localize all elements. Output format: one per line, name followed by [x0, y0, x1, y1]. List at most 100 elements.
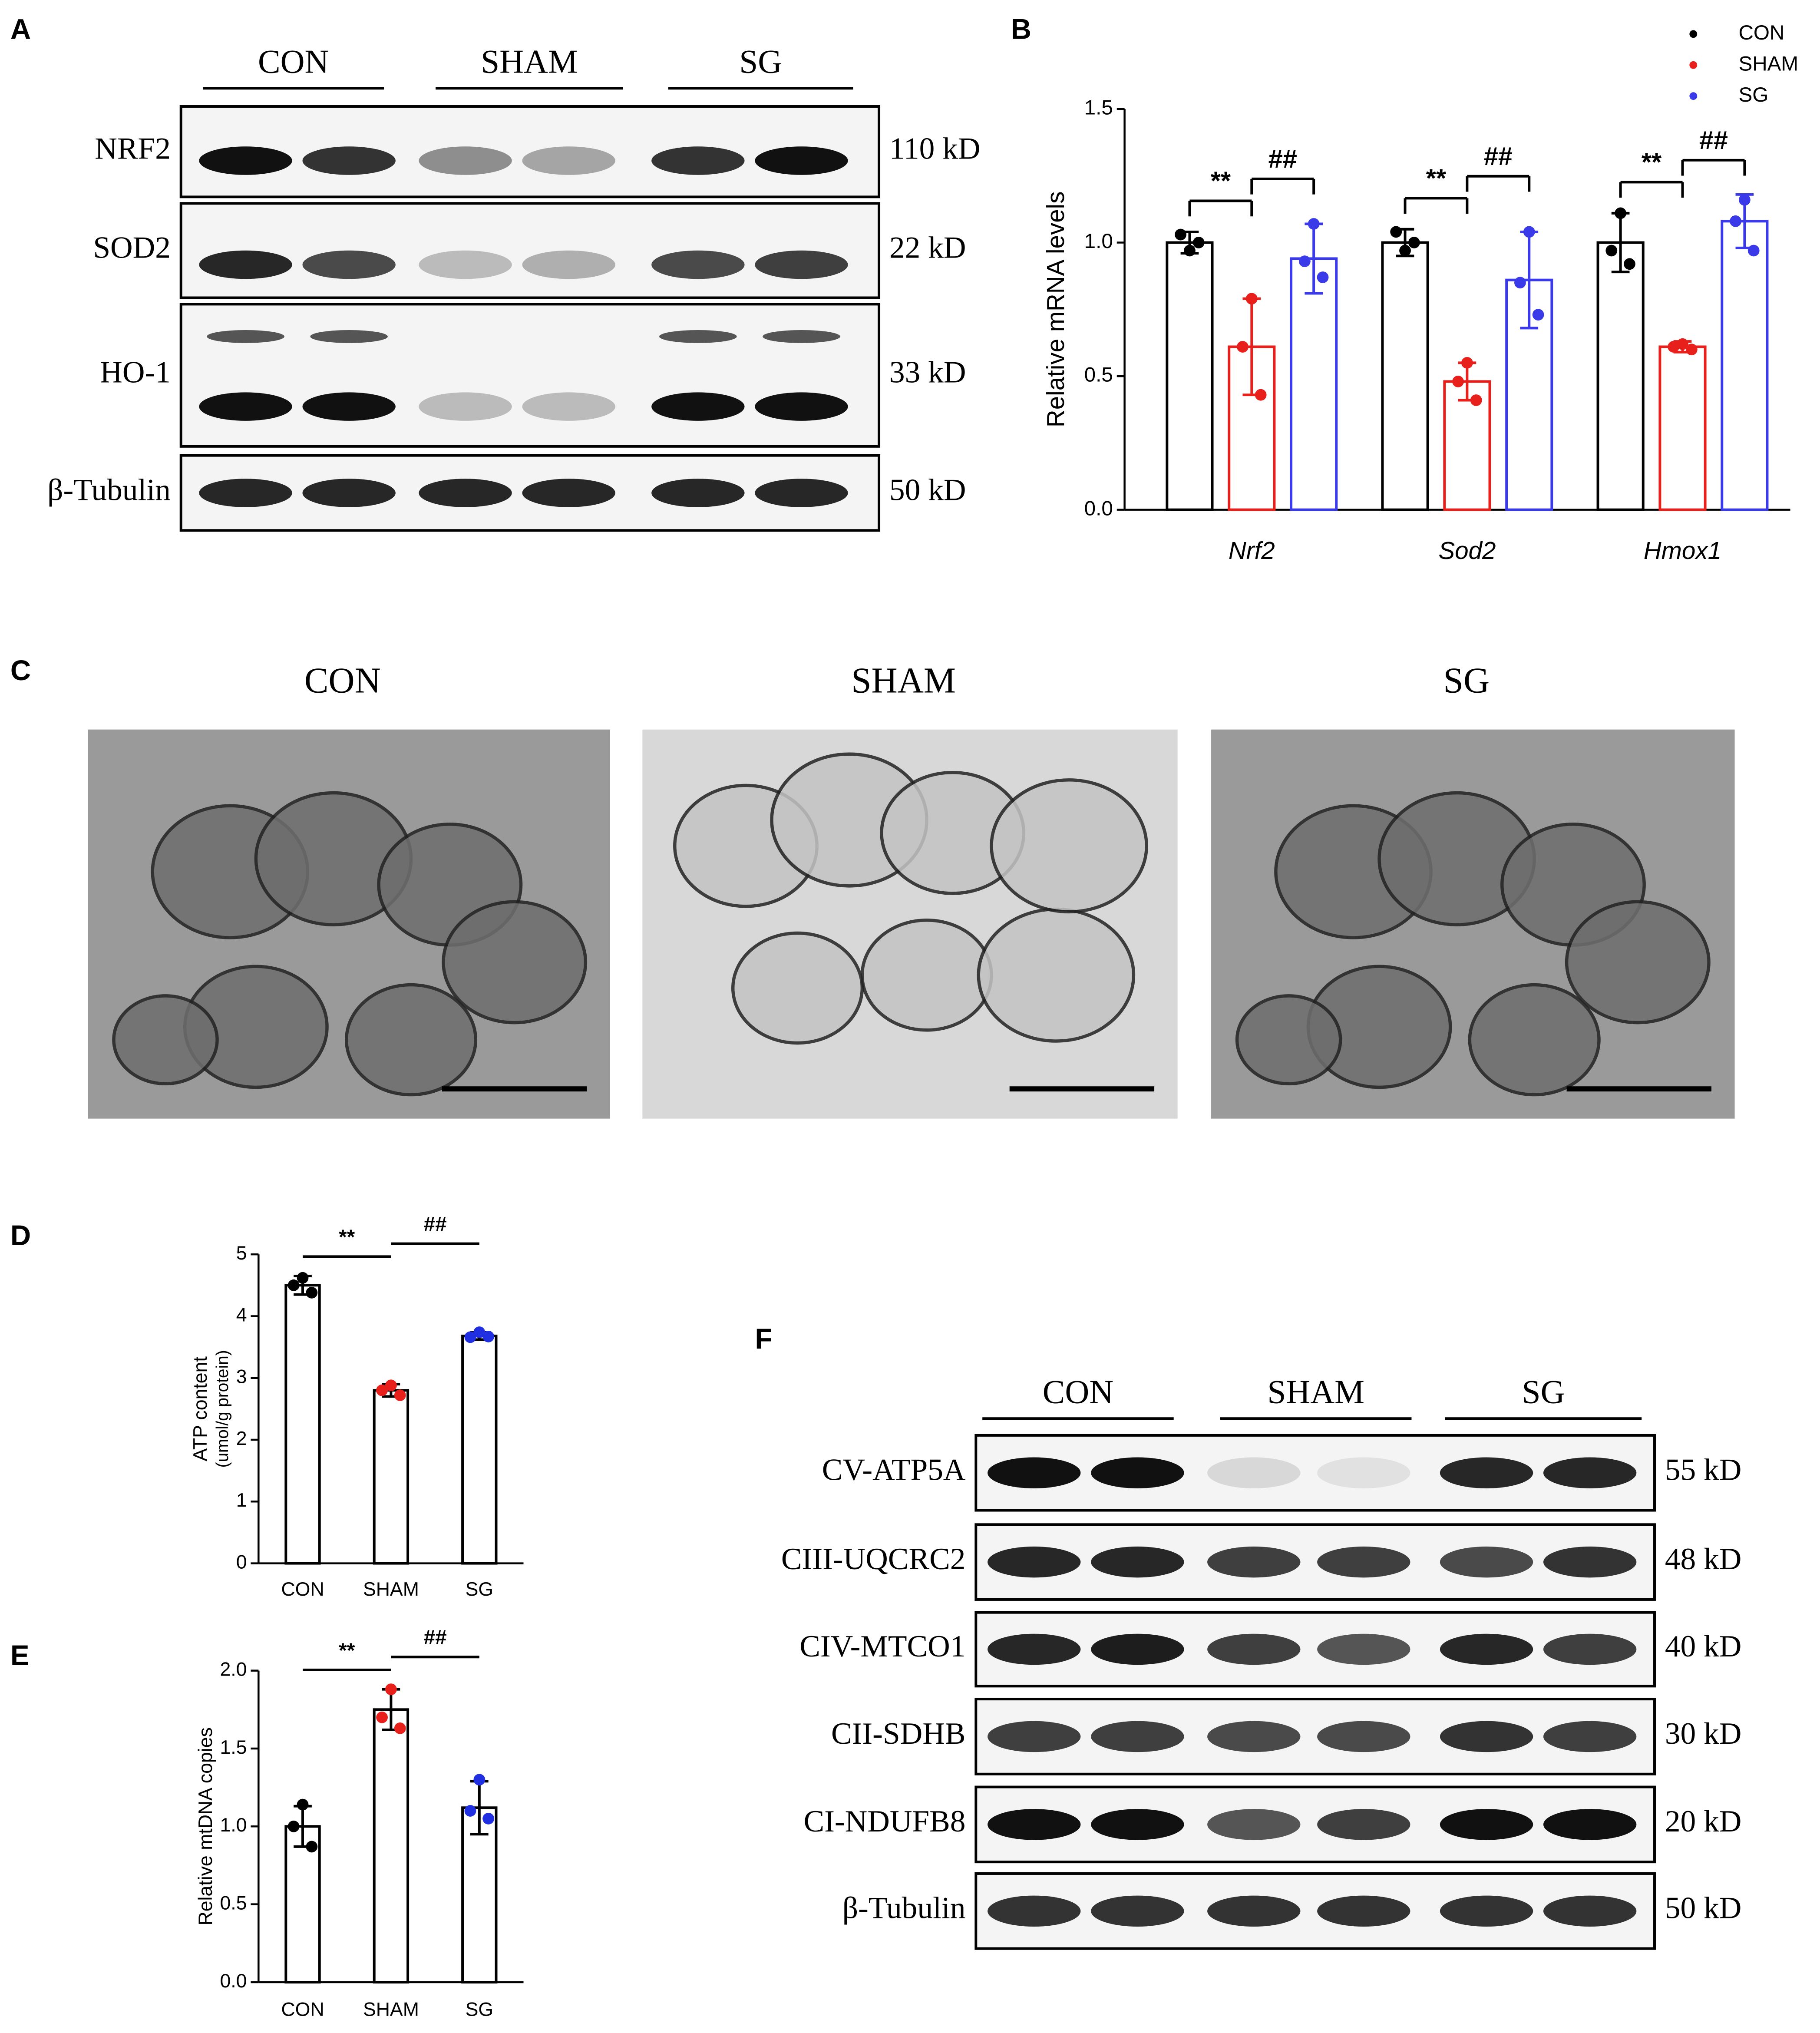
image-title: CON	[304, 661, 381, 701]
protein-label: HO-1	[100, 355, 171, 390]
panel-label: D	[10, 1220, 31, 1251]
y-axis-label: ATP content	[190, 1356, 211, 1461]
data-point	[1192, 237, 1205, 248]
group-label: CON	[1043, 1373, 1113, 1410]
band	[199, 479, 292, 507]
y-axis-label: Relative mtDNA copies	[195, 1727, 216, 1925]
image-title: SG	[1443, 661, 1490, 701]
band	[522, 392, 615, 421]
size-label: 20 kD	[1665, 1804, 1742, 1838]
bar	[1658, 345, 1707, 511]
bar	[373, 1389, 410, 1565]
band	[302, 250, 396, 279]
data-point	[1255, 389, 1267, 401]
band	[1543, 1633, 1637, 1665]
band	[419, 250, 512, 279]
y-tick-label: 1	[236, 1490, 247, 1511]
y-tick-label: 4	[236, 1304, 247, 1326]
y-tick-label: 2.0	[220, 1659, 247, 1680]
band	[302, 479, 396, 507]
data-point	[1298, 255, 1311, 267]
protein-label: CII-SDHB	[831, 1716, 966, 1751]
group-label: SHAM	[1267, 1373, 1364, 1410]
bar	[373, 1708, 410, 1983]
data-point	[306, 1287, 318, 1299]
y-axis-unit: (umol/g protein)	[213, 1350, 232, 1468]
data-point	[464, 1331, 476, 1343]
sig-label: ##	[1268, 144, 1297, 173]
data-point	[1184, 245, 1196, 257]
band	[1317, 1457, 1410, 1488]
size-label: 48 kD	[1665, 1542, 1742, 1576]
bar	[1166, 241, 1214, 511]
protein-label: CIV-MTCO1	[799, 1629, 965, 1663]
band	[1317, 1721, 1410, 1752]
y-tick-label: 3	[236, 1366, 247, 1388]
band	[1440, 1809, 1533, 1840]
data-point	[1317, 271, 1329, 283]
band	[988, 1457, 1081, 1488]
data-point	[1532, 309, 1544, 321]
band	[1543, 1546, 1637, 1578]
data-point	[482, 1331, 495, 1342]
blot-frame	[974, 1872, 1656, 1950]
band	[988, 1809, 1081, 1840]
y-tick-label: 0.0	[220, 1970, 247, 1992]
data-point	[1624, 258, 1635, 270]
blot-frame	[179, 303, 881, 448]
data-point	[464, 1805, 476, 1817]
band	[988, 1895, 1081, 1927]
size-label: 40 kD	[1665, 1629, 1742, 1663]
mitochondrion	[112, 994, 219, 1086]
data-point	[1685, 344, 1698, 355]
data-point	[1668, 341, 1680, 353]
data-point	[473, 1326, 486, 1338]
data-point	[1237, 341, 1249, 353]
blot-frame	[179, 202, 881, 299]
legend-marker	[1689, 92, 1698, 100]
group-label: SG	[739, 43, 782, 80]
band	[755, 392, 848, 421]
data-point	[1605, 245, 1618, 257]
x-tick-label: SHAM	[363, 1579, 419, 1600]
band	[988, 1633, 1081, 1665]
data-point	[1747, 245, 1760, 257]
data-point	[297, 1798, 309, 1811]
sig-label: ##	[1699, 126, 1728, 155]
band	[1091, 1721, 1184, 1752]
band	[1543, 1457, 1637, 1488]
y-tick-label: 1.0	[1084, 230, 1113, 253]
band	[1207, 1546, 1301, 1578]
bar	[1596, 241, 1645, 511]
mitochondrion	[442, 900, 588, 1025]
size-label: 33 kD	[889, 355, 966, 390]
band	[199, 392, 292, 421]
band	[1440, 1457, 1533, 1488]
band	[1091, 1809, 1184, 1840]
band	[310, 330, 388, 343]
band	[1317, 1546, 1410, 1578]
mitochondrion	[1235, 994, 1342, 1086]
data-point	[1390, 226, 1402, 238]
sig-label: ##	[424, 1213, 447, 1236]
x-tick-label: CON	[281, 1579, 324, 1600]
bar	[1290, 257, 1338, 511]
x-tick-label: CON	[281, 1999, 324, 2020]
legend-marker	[1689, 61, 1698, 69]
panel-label: B	[1011, 13, 1031, 45]
mitochondrion	[977, 907, 1136, 1043]
band	[1317, 1895, 1410, 1927]
data-point	[394, 1722, 406, 1734]
size-label: 50 kD	[889, 473, 966, 507]
protein-label: CV-ATP5A	[822, 1453, 966, 1487]
sig-label: **	[1211, 166, 1231, 195]
data-point	[1452, 376, 1464, 387]
band	[1440, 1895, 1533, 1927]
band	[1317, 1633, 1410, 1665]
size-label: 50 kD	[1665, 1891, 1742, 1925]
data-point	[1677, 338, 1688, 350]
x-tick-label: Sod2	[1438, 537, 1496, 564]
size-label: 110 kD	[889, 132, 981, 166]
data-point	[1470, 394, 1482, 406]
